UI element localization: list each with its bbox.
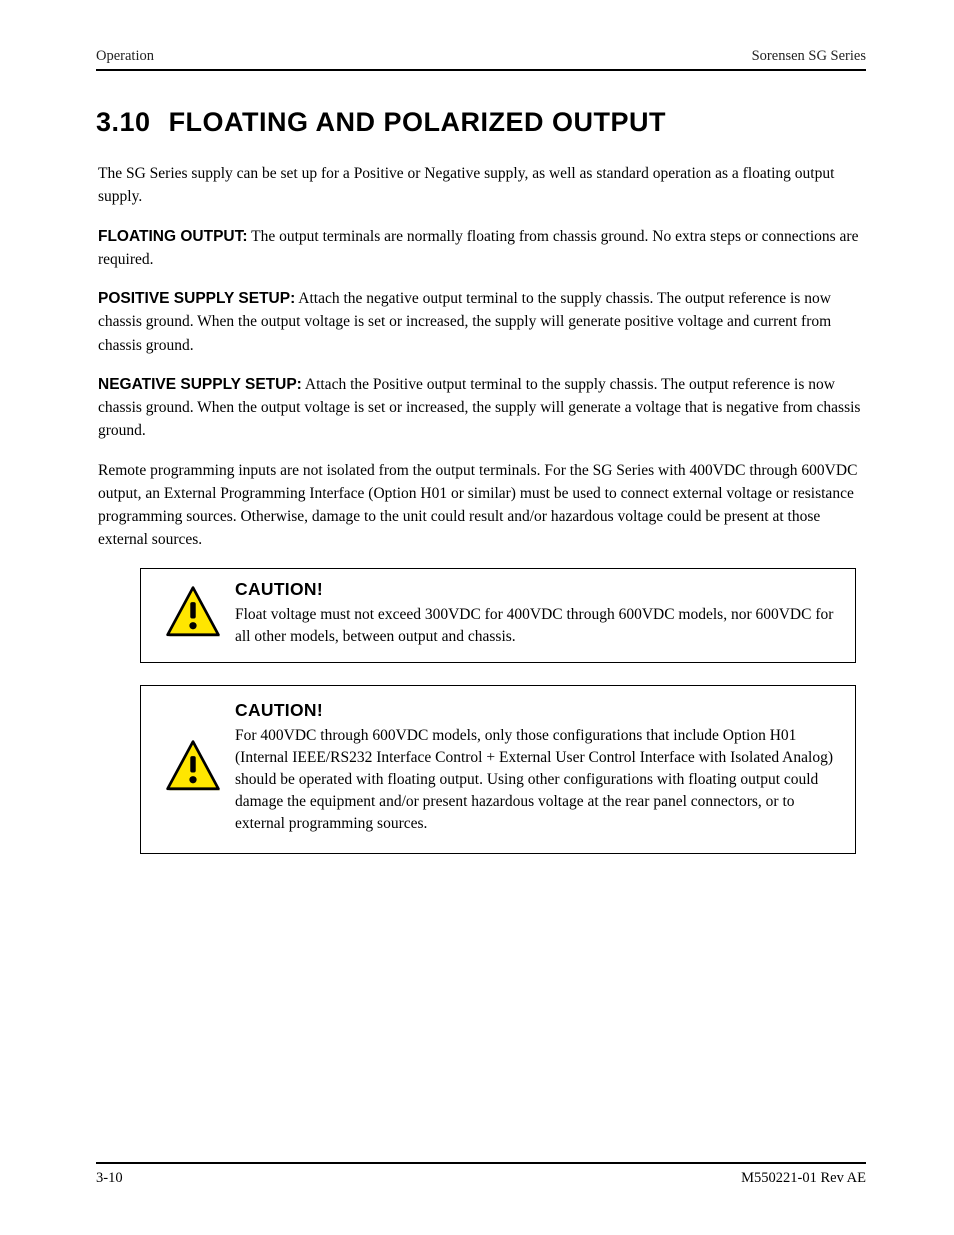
header-left: Operation: [96, 48, 154, 65]
negative-label: NEGATIVE SUPPLY SETUP:: [98, 376, 302, 393]
footer-page-number: 3-10: [96, 1170, 123, 1187]
caution-1-title: CAUTION!: [235, 579, 835, 600]
warning-icon: [161, 735, 225, 799]
floating-paragraph: FLOATING OUTPUT: The output terminals ar…: [98, 225, 866, 272]
caution-box-2: CAUTION! For 400VDC through 600VDC model…: [140, 685, 856, 854]
positive-paragraph: POSITIVE SUPPLY SETUP: Attach the negati…: [98, 287, 866, 357]
negative-paragraph: NEGATIVE SUPPLY SETUP: Attach the Positi…: [98, 373, 866, 443]
section-heading: 3.10 FLOATING AND POLARIZED OUTPUT: [96, 107, 866, 138]
positive-label: POSITIVE SUPPLY SETUP:: [98, 290, 295, 307]
header-rule: [96, 69, 866, 71]
caution-2-body: For 400VDC through 600VDC models, only t…: [235, 725, 833, 835]
section-title: FLOATING AND POLARIZED OUTPUT: [169, 107, 666, 137]
caution-box-1: CAUTION! Float voltage must not exceed 3…: [140, 568, 856, 663]
footer-doc-rev: M550221-01 Rev AE: [741, 1170, 866, 1187]
floating-label: FLOATING OUTPUT:: [98, 228, 248, 245]
vde-note-paragraph: Remote programming inputs are not isolat…: [98, 459, 866, 552]
intro-paragraph: The SG Series supply can be set up for a…: [98, 162, 866, 209]
footer-rule: [96, 1162, 866, 1164]
warning-icon: [161, 581, 225, 645]
caution-2-title: CAUTION!: [235, 700, 833, 721]
header-right: Sorensen SG Series: [752, 48, 866, 65]
section-number: 3.10: [96, 107, 151, 138]
caution-1-body: Float voltage must not exceed 300VDC for…: [235, 604, 835, 648]
